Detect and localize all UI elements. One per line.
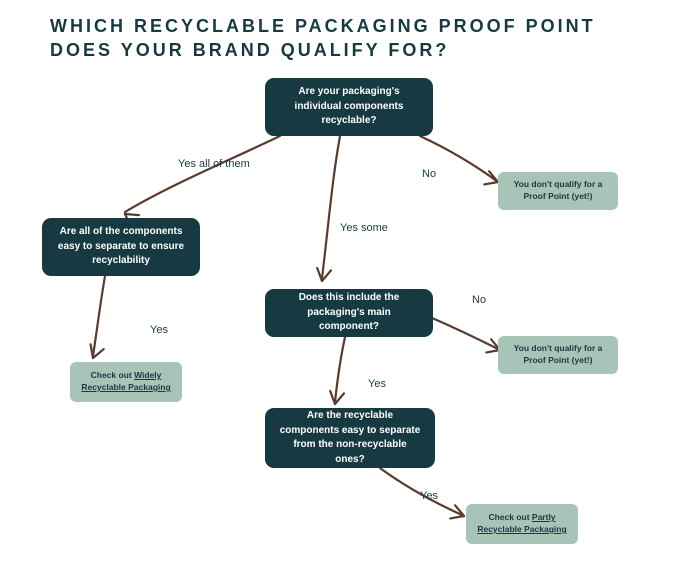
leaf-text: You don't qualify for a Proof Point (yet… [508, 179, 608, 203]
leaf-text: Check out Widely Recyclable Packaging [80, 370, 172, 394]
leaf-widely-recyclable: Check out Widely Recyclable Packaging [70, 362, 182, 402]
leaf-text-pre: Check out [488, 512, 531, 522]
leaf-text: You don't qualify for a Proof Point (yet… [508, 343, 608, 367]
page-title: WHICH RECYCLABLE PACKAGING PROOF POINT D… [50, 14, 638, 63]
edge-label: Yes [420, 490, 438, 502]
leaf-no-qualify-1: You don't qualify for a Proof Point (yet… [498, 172, 618, 210]
edge-label: Yes [150, 324, 168, 336]
flowchart-canvas: WHICH RECYCLABLE PACKAGING PROOF POINT D… [0, 0, 688, 561]
edge-label: Yes [368, 378, 386, 390]
node-text: Are your packaging's individual componen… [279, 85, 419, 129]
edge-label: Yes all of them [178, 158, 250, 170]
edge-label: No [422, 168, 436, 180]
node-text: Does this include the packaging's main c… [279, 291, 419, 335]
leaf-no-qualify-2: You don't qualify for a Proof Point (yet… [498, 336, 618, 374]
question-main-component: Does this include the packaging's main c… [265, 289, 433, 337]
node-text: Are the recyclable components easy to se… [279, 409, 421, 467]
question-easy-separate-recyclable: Are the recyclable components easy to se… [265, 408, 435, 468]
leaf-text: Check out Partly Recyclable Packaging [476, 512, 568, 536]
question-easy-separate-all: Are all of the components easy to separa… [42, 218, 200, 276]
edge-label: No [472, 294, 486, 306]
leaf-text-pre: Check out [91, 370, 134, 380]
edge-label: Yes some [340, 222, 388, 234]
leaf-partly-recyclable: Check out Partly Recyclable Packaging [466, 504, 578, 544]
node-text: Are all of the components easy to separa… [56, 225, 186, 269]
question-recyclable-components: Are your packaging's individual componen… [265, 78, 433, 136]
